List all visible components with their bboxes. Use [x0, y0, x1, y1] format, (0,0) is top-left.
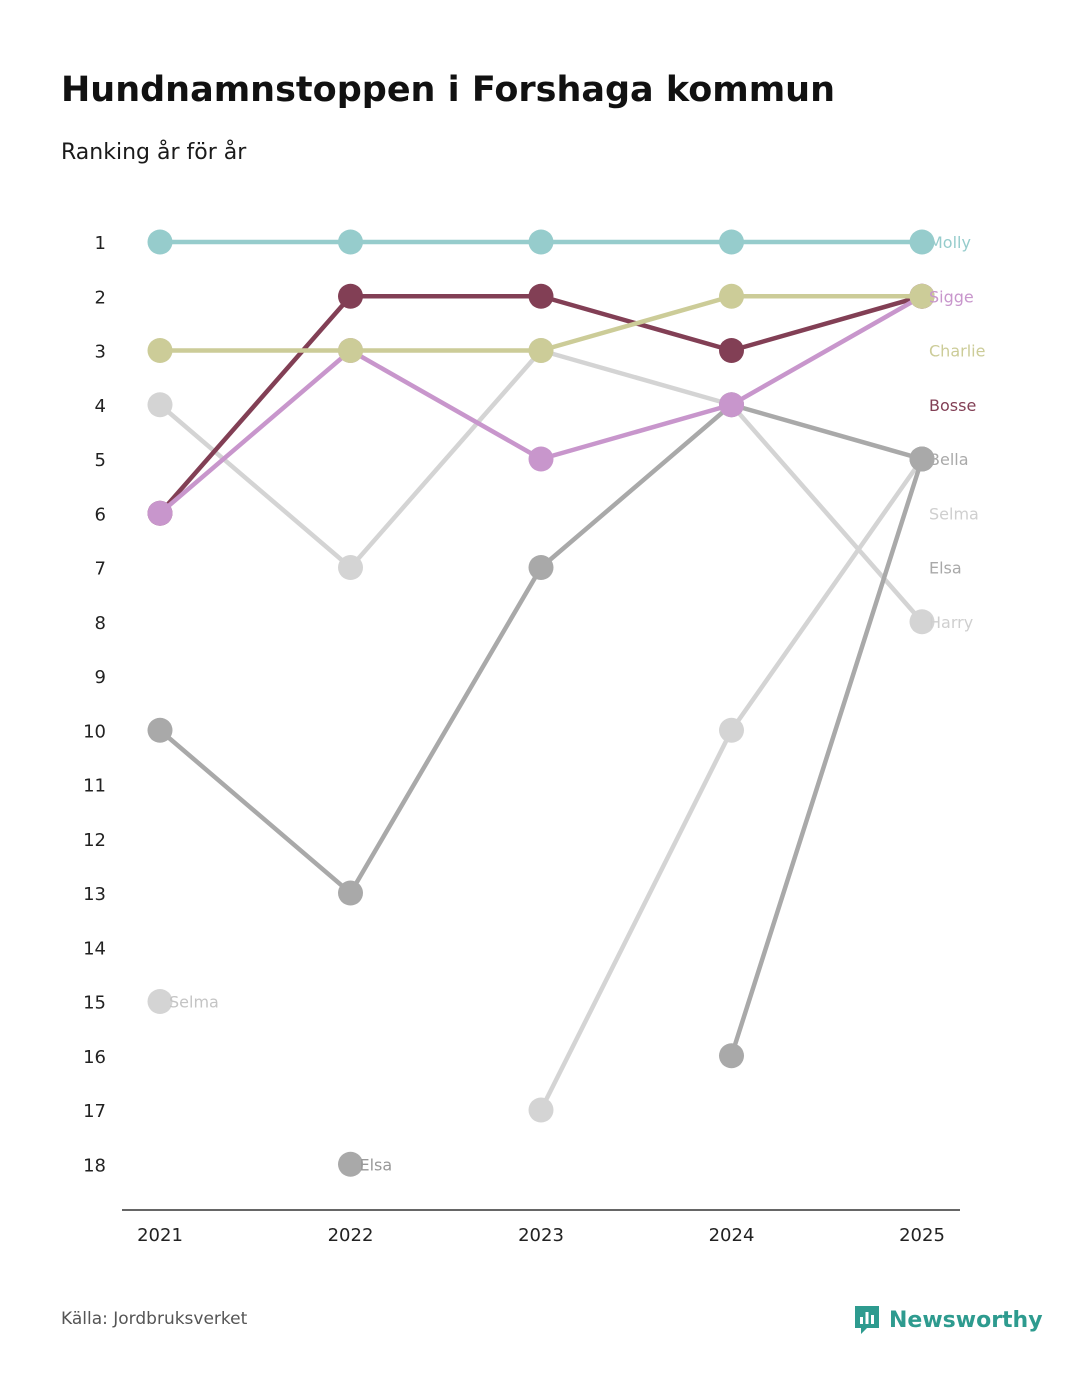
series-line-segment: [729, 456, 925, 1058]
source-note: Källa: Jordbruksverket: [61, 1309, 248, 1329]
y-tick-label: 6: [95, 504, 106, 525]
data-point: [528, 446, 554, 472]
series-bosse: [147, 283, 935, 526]
series-line-segment: [729, 294, 925, 353]
y-tick-label: 12: [83, 830, 106, 851]
series-line-segment: [538, 348, 734, 407]
data-point: [909, 609, 935, 635]
x-tick-label: 2024: [709, 1225, 755, 1246]
series-line-segment: [729, 402, 925, 462]
x-tick-label: 2025: [899, 1225, 945, 1246]
series-line-segment: [157, 728, 353, 896]
end-label-harry: Harry: [929, 613, 973, 632]
series-line-segment: [729, 402, 925, 624]
y-tick-label: 10: [83, 721, 106, 742]
y-tick-label: 14: [83, 938, 106, 959]
end-label-elsa: Elsa: [929, 559, 962, 578]
data-point: [147, 717, 173, 743]
series-line-segment: [157, 294, 353, 516]
data-point: [147, 229, 173, 255]
series-line-segment: [538, 728, 734, 1113]
brand-name: Newsworthy: [889, 1307, 1043, 1333]
data-point: [338, 229, 363, 255]
series-sigge: [147, 283, 935, 526]
series-line-segment: [157, 348, 353, 516]
data-point: [147, 392, 173, 418]
data-point: [338, 338, 363, 363]
data-point: [719, 283, 744, 309]
end-label-molly: Molly: [929, 233, 971, 252]
data-point: [338, 1151, 363, 1177]
y-tick-label: 5: [95, 450, 106, 471]
y-tick-label: 18: [83, 1155, 106, 1176]
series-start-label: Elsa: [360, 1155, 393, 1174]
series-line-segment: [729, 294, 925, 407]
y-tick-label: 2: [95, 287, 106, 308]
data-point: [528, 229, 554, 255]
x-tick-label: 2021: [137, 1225, 183, 1246]
end-label-charlie: Charlie: [929, 342, 985, 361]
y-tick-label: 17: [83, 1101, 106, 1122]
data-point: [719, 1043, 744, 1069]
series-layer: [147, 229, 935, 1177]
data-point: [147, 500, 173, 526]
end-label-bella: Bella: [929, 450, 969, 469]
data-point: [909, 229, 935, 255]
series-line-segment: [538, 294, 734, 353]
y-tick-label: 7: [95, 559, 106, 580]
end-label-bosse: Bosse: [929, 396, 976, 415]
data-point: [338, 283, 363, 309]
y-tick-label: 8: [95, 613, 106, 634]
x-tick-label: 2022: [328, 1225, 374, 1246]
data-point: [719, 229, 744, 255]
data-point: [719, 338, 744, 363]
data-point: [528, 1097, 554, 1123]
y-tick-label: 1: [95, 233, 106, 254]
y-tick-label: 16: [83, 1047, 106, 1068]
y-tick-label: 11: [83, 776, 106, 797]
data-point: [909, 283, 935, 309]
data-point: [528, 283, 554, 309]
chart-subtitle: Ranking år för år: [61, 140, 247, 165]
data-point: [147, 338, 173, 363]
series-line-segment: [538, 402, 734, 462]
series-harry: [147, 338, 935, 635]
y-tick-label: 9: [95, 667, 106, 688]
end-label-selma: Selma: [929, 504, 979, 523]
data-point: [719, 392, 744, 418]
chart-title: Hundnamnstoppen i Forshaga kommun: [61, 70, 836, 110]
series-line-segment: [157, 402, 353, 570]
data-point: [338, 880, 363, 906]
series-line-segment: [348, 565, 544, 896]
y-tick-label: 3: [95, 342, 106, 363]
data-point: [719, 717, 744, 743]
newsworthy-logo-icon: [855, 1306, 879, 1334]
data-point: [909, 446, 935, 472]
series-line-segment: [729, 456, 925, 733]
x-axis: 2021 2022 2023 2024 2025: [122, 1209, 960, 1246]
data-point: [338, 555, 363, 580]
data-point: [528, 555, 554, 580]
series-molly: [147, 229, 935, 255]
y-tick-label: 15: [83, 993, 106, 1014]
series-line-segment: [348, 348, 544, 462]
data-point: [528, 338, 554, 363]
series-charlie: [147, 283, 935, 363]
series-start-label: Selma: [169, 993, 219, 1012]
brand: Newsworthy: [853, 1304, 1043, 1336]
series-bella: [147, 392, 935, 906]
x-tick-label: 2023: [518, 1225, 564, 1246]
data-point: [147, 989, 173, 1014]
y-tick-label: 4: [95, 396, 106, 417]
end-label-sigge: Sigge: [929, 287, 974, 306]
label-layer: Selma Elsa Molly Sigge Charlie Bosse Bella Selm…: [169, 233, 985, 1174]
series-line-segment: [348, 348, 544, 570]
y-tick-label: 13: [83, 884, 106, 905]
series-line-segment: [538, 402, 734, 570]
series-elsa: [338, 446, 935, 1177]
